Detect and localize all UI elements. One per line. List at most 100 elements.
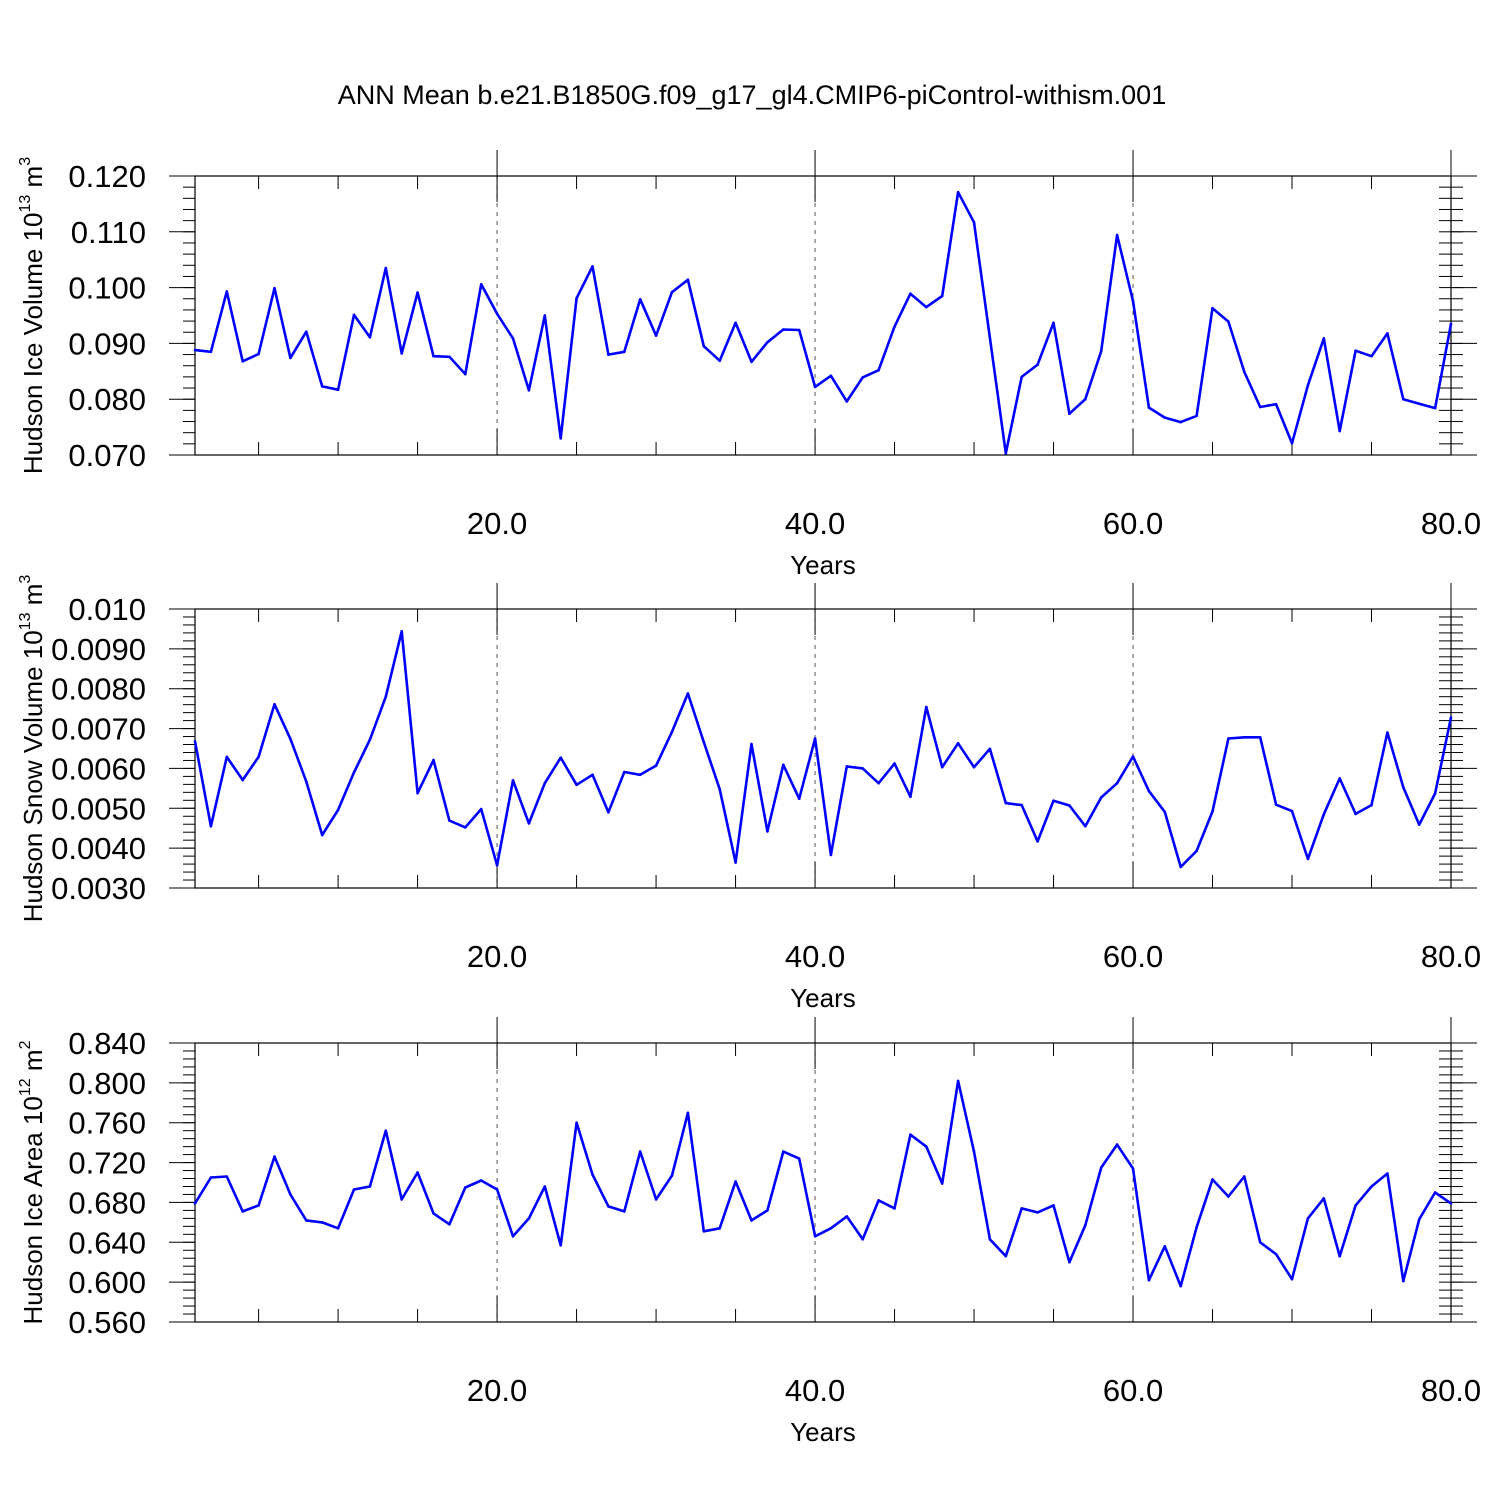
data-point <box>432 354 435 358</box>
x-tick-label: 40.0 <box>785 1373 845 1408</box>
data-point <box>1099 1166 1103 1169</box>
data-point <box>1370 1185 1373 1188</box>
series-line <box>193 1079 1452 1288</box>
data-point <box>1179 1284 1182 1288</box>
data-point <box>368 336 372 339</box>
data-point <box>940 1182 944 1185</box>
data-point <box>1036 840 1039 843</box>
data-point <box>1433 1191 1437 1194</box>
data-point <box>273 286 276 290</box>
data-point <box>1386 731 1389 734</box>
data-point <box>495 1188 499 1191</box>
data-point <box>1020 1207 1023 1210</box>
data-point <box>336 388 340 392</box>
data-point <box>845 400 849 403</box>
data-point <box>1274 1252 1278 1256</box>
data-point <box>1163 1245 1167 1248</box>
data-point <box>686 278 690 282</box>
data-point <box>797 328 801 332</box>
data-point <box>877 1199 880 1202</box>
y-axis-title-main: Hudson Ice Area 10 <box>18 1096 48 1324</box>
data-point <box>479 807 483 811</box>
data-point <box>988 747 992 751</box>
data-point <box>670 1174 674 1177</box>
data-point <box>225 755 229 759</box>
x-tick-label: 20.0 <box>467 939 527 974</box>
data-point <box>1068 804 1071 807</box>
data-point <box>1306 384 1310 387</box>
data-point <box>1068 412 1071 416</box>
data-point <box>893 762 896 765</box>
data-point <box>1386 1172 1389 1175</box>
data-point <box>1227 1195 1230 1198</box>
data-point <box>893 1207 896 1210</box>
data-point <box>718 1227 721 1230</box>
data-point <box>829 853 833 857</box>
data-point <box>1354 349 1357 353</box>
data-point <box>1084 397 1087 401</box>
data-point <box>559 1244 562 1247</box>
data-point <box>797 797 801 800</box>
x-tick-label: 60.0 <box>1103 939 1163 974</box>
x-tick-label: 80.0 <box>1421 939 1481 974</box>
data-point <box>1402 785 1405 789</box>
data-point <box>1195 849 1198 853</box>
data-point <box>940 294 944 298</box>
data-point <box>416 1171 419 1174</box>
data-point <box>527 389 531 392</box>
data-point <box>209 1176 213 1179</box>
data-point <box>352 313 356 317</box>
data-point <box>940 765 944 769</box>
data-point <box>289 356 292 360</box>
data-point <box>543 781 547 785</box>
data-point <box>1052 321 1055 325</box>
y-tick-label: 0.0030 <box>51 871 146 906</box>
data-point <box>479 283 483 286</box>
data-point <box>1004 1254 1008 1258</box>
data-point <box>1433 406 1437 410</box>
data-point <box>1131 1167 1135 1170</box>
data-point <box>972 221 976 224</box>
data-point <box>686 692 690 695</box>
data-point <box>352 771 356 774</box>
data-point <box>813 385 817 389</box>
data-point <box>861 376 864 379</box>
y-axis-title-exponent: 13 <box>17 612 34 630</box>
data-point <box>241 360 244 363</box>
data-point <box>400 630 404 633</box>
data-point <box>1290 1277 1294 1281</box>
chart-title: ANN Mean b.e21.B1850G.f09_g17_gl4.CMIP6-… <box>338 80 1166 110</box>
y-tick-label: 0.0090 <box>51 632 146 667</box>
data-point <box>1099 796 1103 799</box>
y-tick-label: 0.080 <box>68 382 146 417</box>
data-point <box>1052 799 1055 802</box>
data-point <box>750 742 753 746</box>
data-point <box>1179 420 1182 424</box>
data-point <box>686 1111 690 1115</box>
data-point <box>1290 809 1294 813</box>
data-point <box>925 1145 928 1148</box>
data-point <box>575 783 578 787</box>
data-point <box>464 1186 467 1189</box>
panel-1: 0.070 0.080 0.090 0.100 0.110 0.120 20.0 40.0 60… <box>17 150 1481 580</box>
y-tick-label: 0.090 <box>68 326 146 361</box>
data-point <box>479 1179 483 1182</box>
data-point <box>956 190 960 194</box>
data-point <box>893 325 896 329</box>
data-point <box>1370 354 1373 358</box>
y-axis-title-exponent: 13 <box>17 195 34 213</box>
data-point <box>289 737 292 741</box>
data-point <box>702 344 706 348</box>
y-axis-title-unit: m <box>18 1049 48 1078</box>
data-point <box>813 1235 817 1238</box>
data-point <box>1115 781 1119 785</box>
x-tick-label: 60.0 <box>1103 1373 1163 1408</box>
data-point <box>1115 1143 1119 1146</box>
data-point <box>1211 810 1214 813</box>
data-point <box>1084 1224 1087 1227</box>
data-point <box>495 864 499 867</box>
y-axis-title-unit-exponent: 2 <box>17 1040 34 1049</box>
y-axis-title-unit-exponent: 3 <box>17 157 34 166</box>
data-point <box>1258 405 1262 409</box>
